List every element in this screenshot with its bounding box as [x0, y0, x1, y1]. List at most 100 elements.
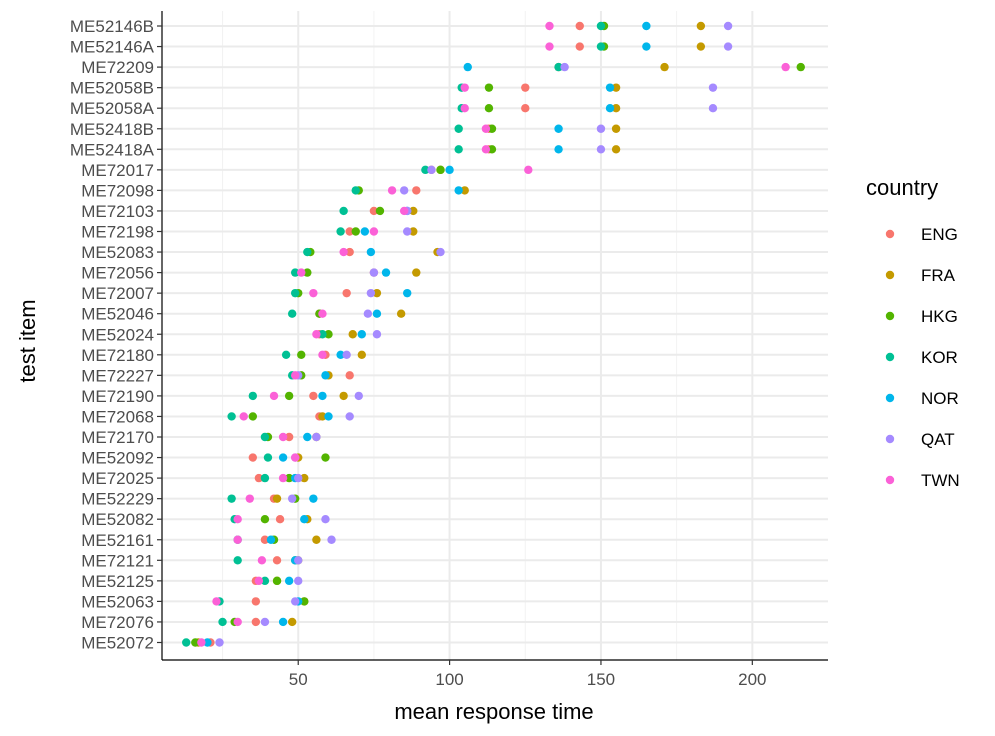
- point-fra-me72180: [357, 350, 366, 359]
- point-eng-me72170: [284, 432, 294, 442]
- point-qat-me72068: [345, 412, 354, 421]
- point-nor-me52082: [300, 515, 309, 524]
- point-nor-me52229: [309, 494, 318, 503]
- point-kor-me52125: [260, 576, 270, 586]
- point-qat-me52125: [294, 576, 303, 586]
- point-nor-me72007: [403, 288, 412, 298]
- y-tick-label: ME72198: [81, 223, 154, 242]
- point-twn-me72227: [291, 371, 300, 380]
- point-hkg-me72209: [796, 62, 805, 72]
- point-eng-me52161: [260, 535, 270, 544]
- point-twn-me72076: [233, 617, 242, 627]
- point-twn-me52063: [212, 597, 221, 606]
- y-axis-title: test item: [15, 299, 40, 382]
- point-qat-me52072: [215, 638, 224, 647]
- point-nor-me52072: [203, 638, 212, 647]
- point-fra-me52229: [272, 494, 282, 503]
- point-nor-me72170: [303, 432, 312, 442]
- point-hkg-me52063: [300, 597, 309, 606]
- point-fra-me52024: [348, 330, 357, 339]
- point-nor-me72068: [324, 412, 333, 421]
- point-kor-me72068: [227, 412, 236, 421]
- point-qat-me72198: [403, 227, 412, 236]
- point-qat-me72209: [560, 62, 569, 72]
- point-nor-me72209: [463, 62, 472, 72]
- point-twn-me72209: [781, 62, 790, 72]
- point-hkg-me52418b: [487, 124, 497, 133]
- point-twn-me52418a: [481, 145, 491, 154]
- point-kor-me52418b: [454, 124, 463, 133]
- point-twn-me72170: [278, 432, 288, 442]
- y-tick-label: ME52058A: [70, 99, 155, 118]
- y-tick-label: ME72190: [81, 387, 154, 406]
- point-hkg-me52058b: [484, 83, 494, 92]
- point-nor-me72098: [454, 186, 463, 195]
- point-qat-me72180: [342, 350, 351, 359]
- x-tick-label: 100: [435, 670, 463, 689]
- point-kor-me52146b: [596, 21, 606, 31]
- y-tick-label: ME72007: [81, 284, 154, 303]
- point-hkg-me72190: [284, 391, 294, 401]
- point-kor-me72209: [554, 62, 563, 72]
- point-eng-me72007: [342, 288, 351, 298]
- y-tick-label: ME72209: [81, 58, 154, 77]
- point-nor-me52125: [284, 576, 294, 586]
- point-twn-me52083: [339, 247, 348, 257]
- point-kor-me72190: [248, 391, 258, 401]
- point-qat-me52229: [287, 494, 297, 503]
- y-tick-label: ME72076: [81, 613, 154, 632]
- point-eng-me52146a: [575, 42, 584, 51]
- point-eng-me72121: [272, 556, 282, 565]
- x-tick-labels: 50 100 150 200: [289, 670, 767, 689]
- point-eng-me72227: [345, 371, 354, 380]
- x-tick-label: 50: [289, 670, 308, 689]
- point-nor-me52046: [372, 309, 382, 318]
- point-nor-me52146a: [642, 42, 651, 51]
- point-qat-me52083: [436, 247, 445, 257]
- point-twn-me52125: [254, 576, 264, 586]
- y-tick-label: ME72068: [81, 407, 154, 426]
- point-eng-me72103: [369, 206, 379, 216]
- legend-key-eng: [885, 229, 895, 239]
- point-twn-me72025: [278, 473, 288, 483]
- point-hkg-me52024: [324, 330, 333, 339]
- y-tick-label: ME52146A: [70, 38, 155, 57]
- point-qat-me52146b: [723, 21, 733, 31]
- point-twn-me72190: [269, 391, 279, 401]
- point-eng-me72198: [345, 227, 354, 236]
- point-nor-me52092: [278, 453, 288, 462]
- y-tick-label: ME72121: [81, 551, 154, 570]
- y-tick-label: ME72017: [81, 161, 154, 180]
- legend-label-hkg: HKG: [921, 307, 958, 326]
- point-kor-me72017: [421, 165, 430, 175]
- point-qat-me72121: [294, 556, 303, 565]
- point-qat-me52082: [321, 515, 330, 524]
- point-qat-me72190: [354, 391, 363, 401]
- point-eng-me52058a: [521, 104, 530, 113]
- point-qat-me52058a: [708, 104, 718, 113]
- point-hkg-me72017: [436, 165, 445, 175]
- y-tick-label: ME52418A: [70, 140, 155, 159]
- point-kor-me52046: [287, 309, 297, 318]
- point-eng-me52063: [251, 597, 261, 606]
- y-tick-label: ME52063: [81, 592, 154, 611]
- point-twn-me52082: [233, 515, 242, 524]
- point-twn-me52146b: [545, 21, 554, 31]
- point-twn-me52058b: [460, 83, 469, 92]
- point-hkg-me72198: [351, 227, 360, 236]
- point-kor-me52024: [318, 330, 327, 339]
- point-fra-me52146b: [696, 21, 706, 31]
- x-tick-label: 200: [738, 670, 766, 689]
- point-qat-me52418a: [596, 145, 606, 154]
- point-nor-me52146b: [642, 21, 651, 31]
- point-nor-me72017: [445, 165, 454, 175]
- data-points: [182, 21, 805, 647]
- point-kor-me72025: [260, 473, 270, 483]
- axes: [157, 11, 828, 665]
- point-nor-me72076: [278, 617, 288, 627]
- point-qat-me52046: [363, 309, 373, 318]
- point-fra-me72007: [372, 288, 382, 298]
- y-tick-label: ME52058B: [70, 79, 154, 98]
